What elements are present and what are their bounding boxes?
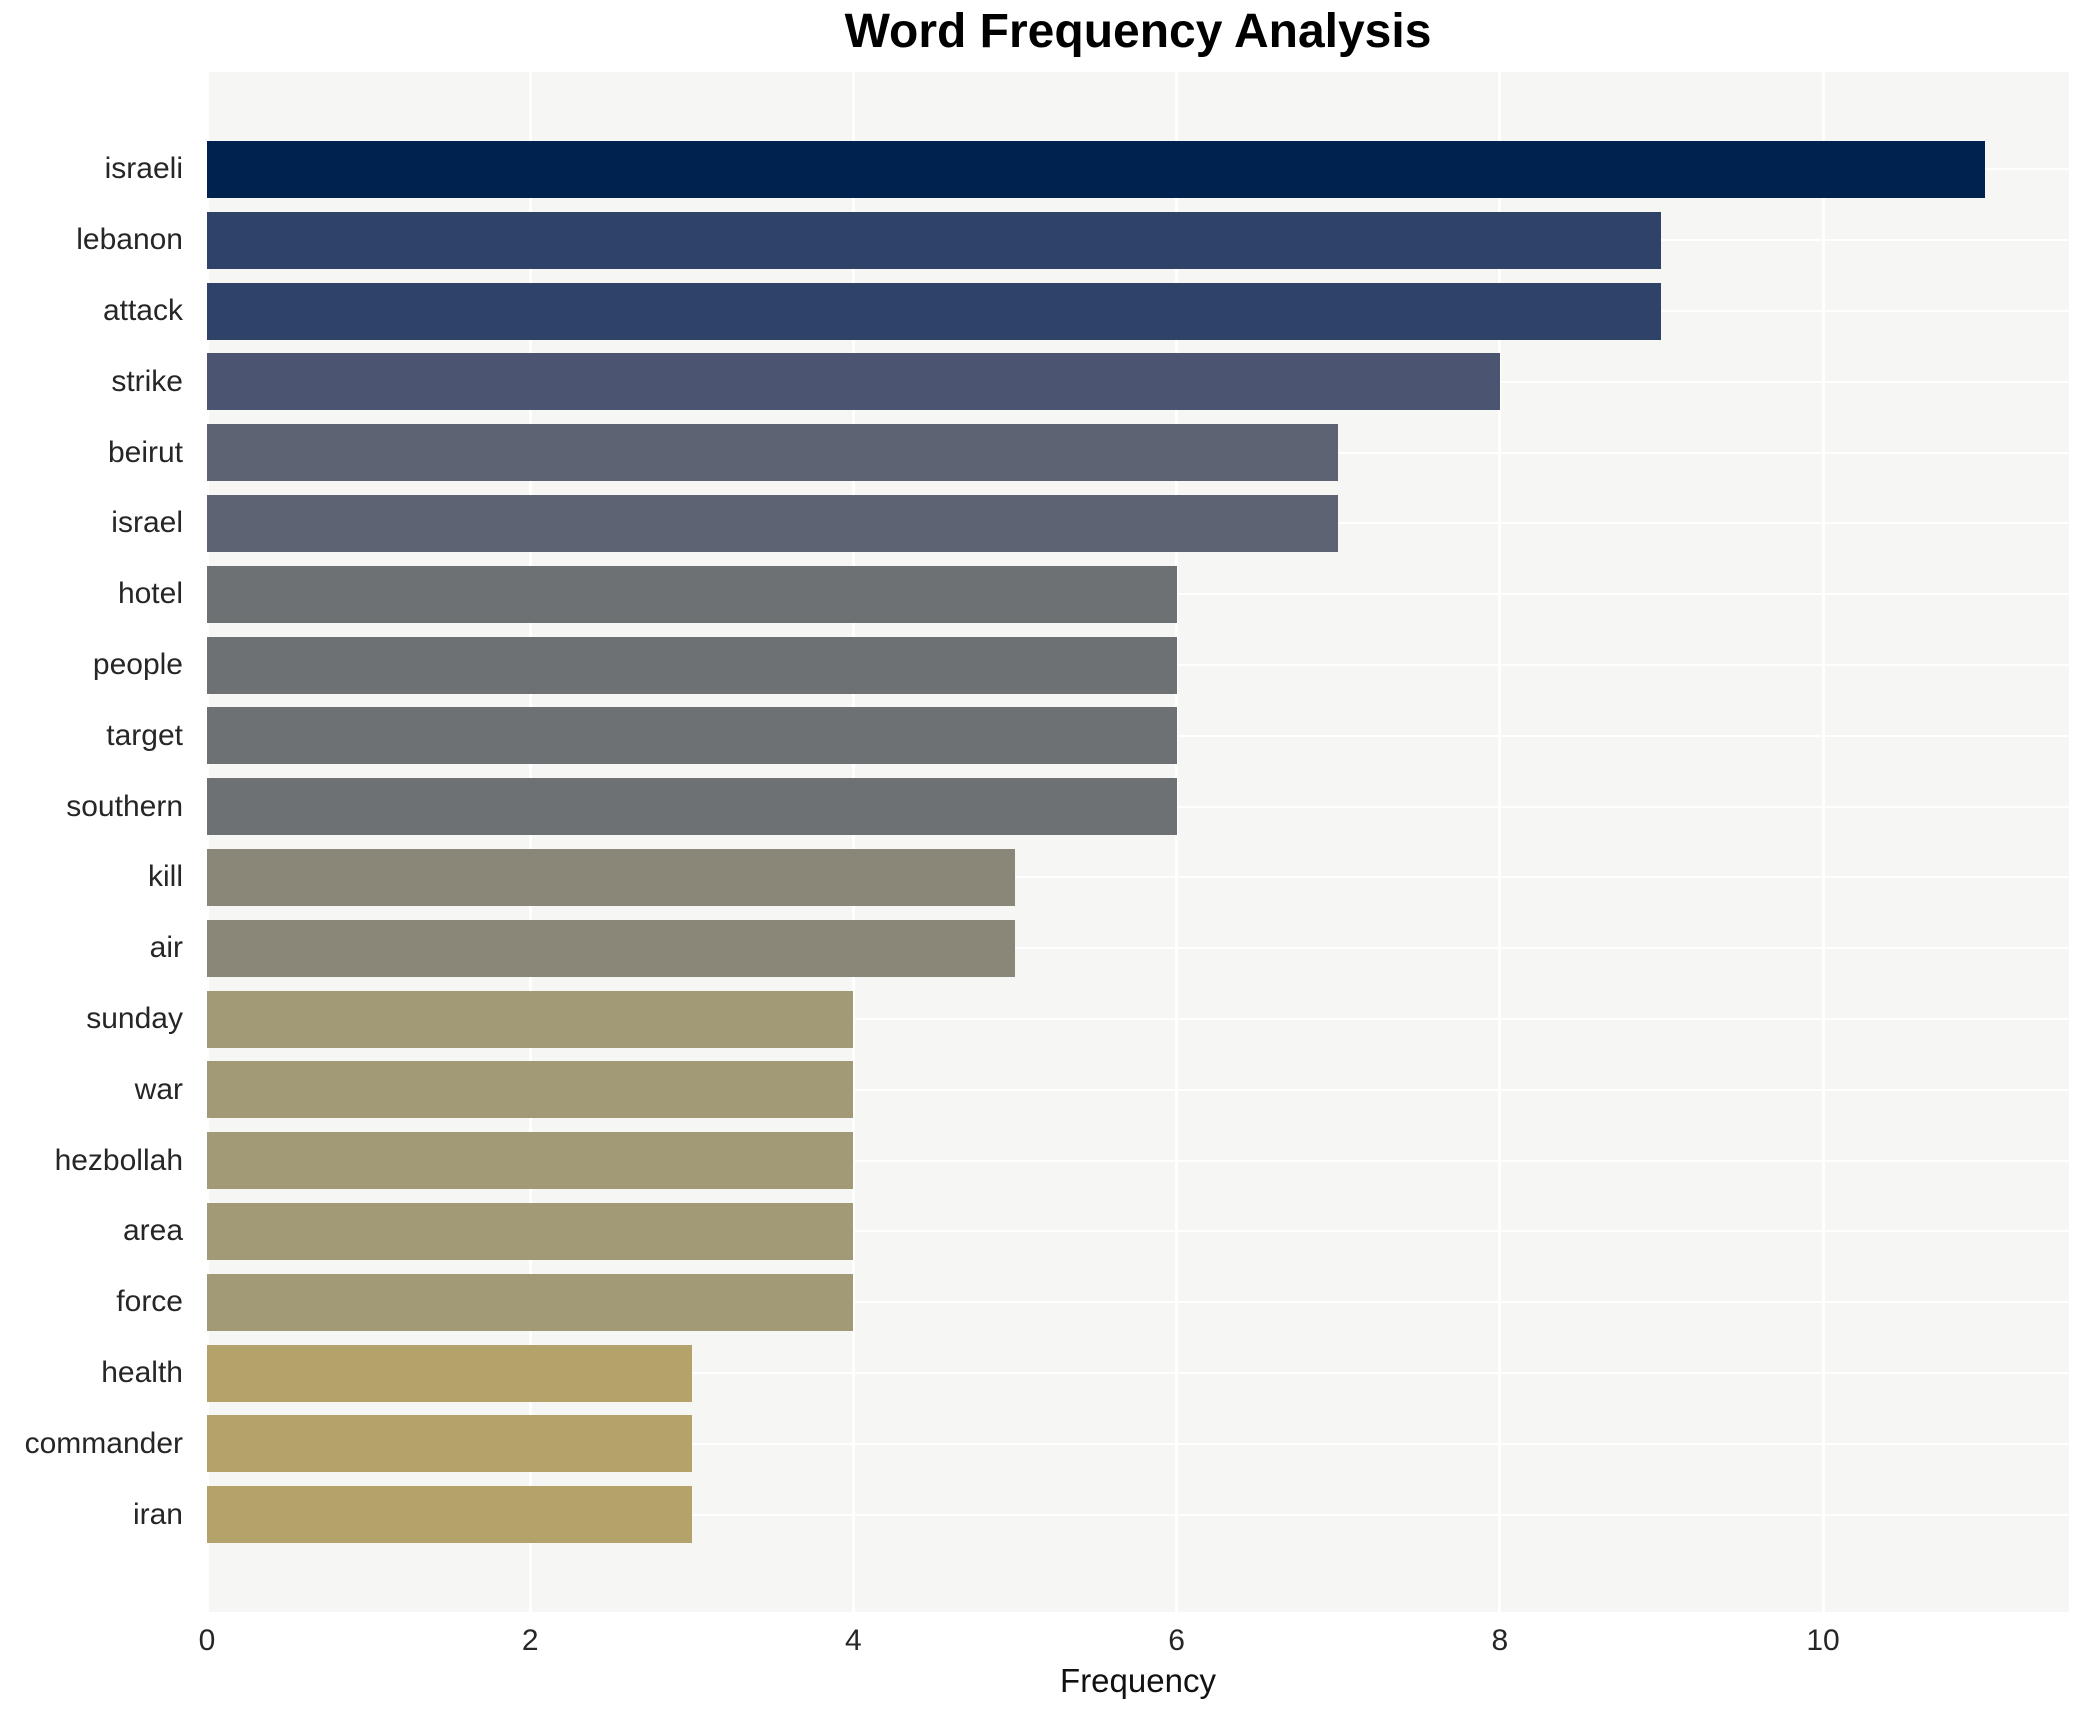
bar-war xyxy=(207,1061,854,1119)
gridline-y-health xyxy=(207,1372,2069,1374)
bar-iran xyxy=(207,1486,692,1544)
y-tick-label-israeli: israeli xyxy=(104,152,183,186)
x-tick-label-2: 2 xyxy=(521,1624,539,1657)
x-tick-label-10: 10 xyxy=(1806,1624,1840,1657)
y-tick-label-kill: kill xyxy=(148,860,183,894)
gridline-x-6 xyxy=(1175,72,1179,1612)
bar-people xyxy=(207,636,1177,694)
y-tick-label-strike: strike xyxy=(111,364,183,398)
bar-beirut xyxy=(207,424,1339,482)
bar-hotel xyxy=(207,565,1177,623)
y-tick-label-force: force xyxy=(116,1285,183,1319)
bar-area xyxy=(207,1202,854,1260)
bar-target xyxy=(207,707,1177,765)
y-tick-label-beirut: beirut xyxy=(107,435,183,469)
y-tick-label-health: health xyxy=(101,1356,183,1389)
bar-lebanon xyxy=(207,211,1662,269)
x-tick-label-6: 6 xyxy=(1168,1624,1185,1657)
gridline-y-kill xyxy=(207,876,2069,879)
gridline-y-air xyxy=(207,947,2069,950)
plot-area xyxy=(205,72,2069,1612)
x-tick-label-0: 0 xyxy=(198,1624,216,1657)
gridline-y-hezbollah xyxy=(207,1159,2069,1162)
bar-hezbollah xyxy=(207,1132,854,1190)
y-tick-label-area: area xyxy=(122,1214,183,1248)
x-tick-label-8: 8 xyxy=(1491,1624,1509,1657)
gridline-x-2 xyxy=(528,72,532,1612)
y-tick-label-sunday: sunday xyxy=(86,1002,183,1035)
y-tick-label-iran: iran xyxy=(132,1497,183,1531)
y-tick-label-attack: attack xyxy=(102,294,183,327)
gridline-x-8 xyxy=(1498,72,1502,1612)
bar-attack xyxy=(207,282,1662,340)
bar-strike xyxy=(207,353,1500,411)
bar-sunday xyxy=(207,990,854,1048)
gridline-y-sunday xyxy=(207,1018,2069,1020)
x-axis-title: Frequency xyxy=(1060,1662,1216,1699)
gridline-y-war xyxy=(207,1088,2069,1091)
y-tick-label-commander: commander xyxy=(24,1426,183,1460)
bar-kill xyxy=(207,848,1015,906)
chart-title: Word Frequency Analysis xyxy=(844,5,1432,58)
y-tick-label-air: air xyxy=(149,931,183,965)
bar-force xyxy=(207,1273,854,1331)
gridline-y-commander xyxy=(207,1442,2069,1445)
bar-air xyxy=(207,919,1015,977)
gridline-x-4 xyxy=(851,72,855,1612)
bar-commander xyxy=(207,1415,692,1473)
gridline-y-iran xyxy=(207,1513,2069,1516)
y-tick-label-southern: southern xyxy=(66,789,183,823)
y-axis-labels: israeli lebanon attack strike beirut israel ho… xyxy=(0,72,195,1612)
gridline-y-area xyxy=(207,1230,2069,1233)
y-tick-label-hotel: hotel xyxy=(117,577,183,611)
y-tick-label-lebanon: lebanon xyxy=(76,223,183,257)
x-tick-label-4: 4 xyxy=(845,1624,862,1657)
gridline-x-0 xyxy=(205,72,209,1612)
y-tick-label-target: target xyxy=(106,718,183,752)
y-tick-label-israel: israel xyxy=(111,506,183,540)
bar-health xyxy=(207,1344,692,1402)
y-tick-label-people: people xyxy=(92,648,183,681)
bar-israel xyxy=(207,494,1339,552)
y-tick-label-hezbollah: hezbollah xyxy=(54,1143,183,1177)
gridline-y-force xyxy=(207,1301,2069,1304)
bar-israeli xyxy=(207,140,1985,198)
gridline-x-10 xyxy=(1821,72,1825,1612)
y-tick-label-war: war xyxy=(134,1072,183,1106)
bar-southern xyxy=(207,778,1177,836)
